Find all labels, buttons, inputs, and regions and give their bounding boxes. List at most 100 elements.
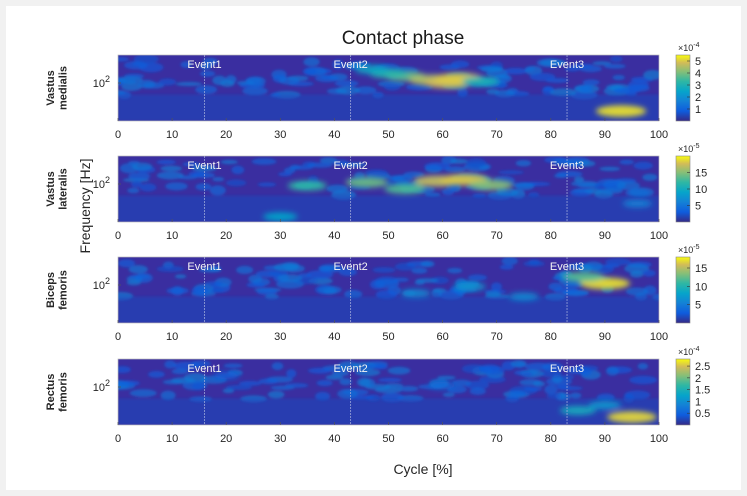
y-tick-label: 10 (93, 382, 105, 394)
hotspot-5 (213, 371, 240, 380)
colorbar-tick-label: 2 (695, 373, 701, 385)
event-label-2: Event2 (334, 363, 368, 375)
event-label-2: Event2 (334, 160, 368, 172)
hotspot-5 (508, 292, 540, 301)
hotspot-1 (287, 180, 327, 191)
y-tick-exponent: 2 (105, 276, 110, 286)
x-tick-label: 80 (545, 433, 557, 445)
x-tick-label: 70 (491, 433, 503, 445)
panel-3: Event1 Event2 Event3 0 10 20 30 40 50 60 70 80 90 100… (45, 244, 707, 343)
x-tick-label: 100 (650, 230, 668, 242)
x-tick-label: 40 (328, 230, 340, 242)
hotspot-7 (461, 76, 500, 87)
colorbar-tick-label: 10 (695, 281, 707, 293)
colorbar-tick-label: 4 (695, 68, 701, 80)
x-tick-label: 0 (115, 129, 121, 141)
colorbar-tick-label: 10 (695, 184, 707, 196)
muscle-label: Bicepsfemoris (45, 270, 70, 310)
heatmap-hotspots (400, 271, 631, 301)
event-label-1: Event1 (187, 261, 221, 273)
x-tick-label: 10 (166, 331, 178, 343)
colorbar (675, 358, 691, 426)
x-tick-label: 90 (599, 230, 611, 242)
colorbar-tick-label: 1.5 (695, 385, 710, 397)
hotspot-4 (400, 289, 431, 298)
panel-1: Event1 Event2 Event3 0 10 20 30 40 50 60 70 80 90 100… (45, 42, 701, 141)
x-tick-label: 90 (599, 129, 611, 141)
x-tick-label: 10 (166, 230, 178, 242)
y-tick-exponent: 2 (105, 74, 110, 84)
x-tick-label: 20 (220, 331, 232, 343)
event-label-3: Event3 (550, 261, 584, 273)
y-tick-label: 10 (93, 78, 105, 90)
x-tick-label: 30 (274, 331, 286, 343)
scalogram-chart: Contact phase Cycle [%] Frequency [Hz] E… (45, 28, 710, 477)
colorbar-multiplier: ×10-5 (678, 143, 700, 154)
colorbar-tick-label: 5 (695, 56, 701, 68)
x-tick-label: 20 (220, 129, 232, 141)
event-label-1: Event1 (187, 160, 221, 172)
heatmap-hotspots (213, 371, 657, 423)
x-tick-label: 30 (274, 129, 286, 141)
colorbar (675, 256, 691, 324)
x-tick-label: 50 (382, 230, 394, 242)
colorbar-tick-label: 0.5 (695, 408, 710, 420)
colorbar-tick-label: 1 (695, 396, 701, 408)
muscle-label: Rectusfemoris (45, 372, 70, 412)
x-tick-label: 0 (115, 433, 121, 445)
x-tick-label: 50 (382, 331, 394, 343)
event-label-3: Event3 (550, 160, 584, 172)
colorbar-tick-label: 5 (695, 201, 701, 213)
x-tick-label: 50 (382, 433, 394, 445)
x-tick-label: 70 (491, 230, 503, 242)
event-label-3: Event3 (550, 59, 584, 71)
figure: Contact phase Cycle [%] Frequency [Hz] E… (6, 6, 741, 490)
x-tick-label: 100 (650, 433, 668, 445)
hotspot-4 (429, 381, 457, 390)
event-label-2: Event2 (334, 261, 368, 273)
heatmap-hotspots (354, 65, 647, 117)
x-tick-label: 100 (650, 129, 668, 141)
x-tick-label: 70 (491, 331, 503, 343)
y-tick-label: 10 (93, 280, 105, 292)
x-tick-label: 70 (491, 129, 503, 141)
x-tick-label: 60 (436, 331, 448, 343)
colorbar-tick-label: 2.5 (695, 361, 710, 373)
x-tick-label: 60 (436, 129, 448, 141)
hotspot-2 (562, 271, 604, 282)
x-tick-label: 20 (220, 230, 232, 242)
colorbar-multiplier: ×10-4 (678, 42, 700, 53)
x-tick-label: 20 (220, 433, 232, 445)
hotspot-8 (622, 199, 653, 208)
event-label-1: Event1 (187, 363, 221, 375)
y-tick-exponent: 2 (105, 378, 110, 388)
x-tick-label: 40 (328, 433, 340, 445)
colorbar-tick-label: 2 (695, 92, 701, 104)
x-tick-label: 0 (115, 331, 121, 343)
hotspot-3 (453, 282, 486, 291)
x-tick-label: 40 (328, 129, 340, 141)
y-tick-exponent: 2 (105, 175, 110, 185)
x-tick-label: 80 (545, 331, 557, 343)
hotspot-2 (345, 177, 389, 188)
colorbar-tick-label: 5 (695, 300, 701, 312)
event-label-1: Event1 (187, 59, 221, 71)
x-tick-label: 0 (115, 230, 121, 242)
x-tick-label: 30 (274, 433, 286, 445)
muscle-label: Vastusmedialis (45, 66, 70, 110)
event-label-3: Event3 (550, 363, 584, 375)
hotspot-1 (607, 411, 657, 423)
hotspot-3 (384, 184, 426, 194)
colorbar-tick-label: 15 (695, 263, 707, 275)
x-tick-label: 80 (545, 230, 557, 242)
x-tick-label: 80 (545, 129, 557, 141)
hotspot-8 (596, 105, 647, 117)
panel-2: Event1 Event2 Event3 0 10 20 30 40 50 60 70 80 90 100… (45, 143, 707, 242)
x-tick-label: 10 (166, 129, 178, 141)
heatmap-hotspots (263, 174, 653, 222)
colorbar-tick-label: 1 (695, 104, 701, 116)
hotspot-2 (559, 405, 596, 415)
muscle-label: Vastuslateralis (45, 168, 70, 210)
